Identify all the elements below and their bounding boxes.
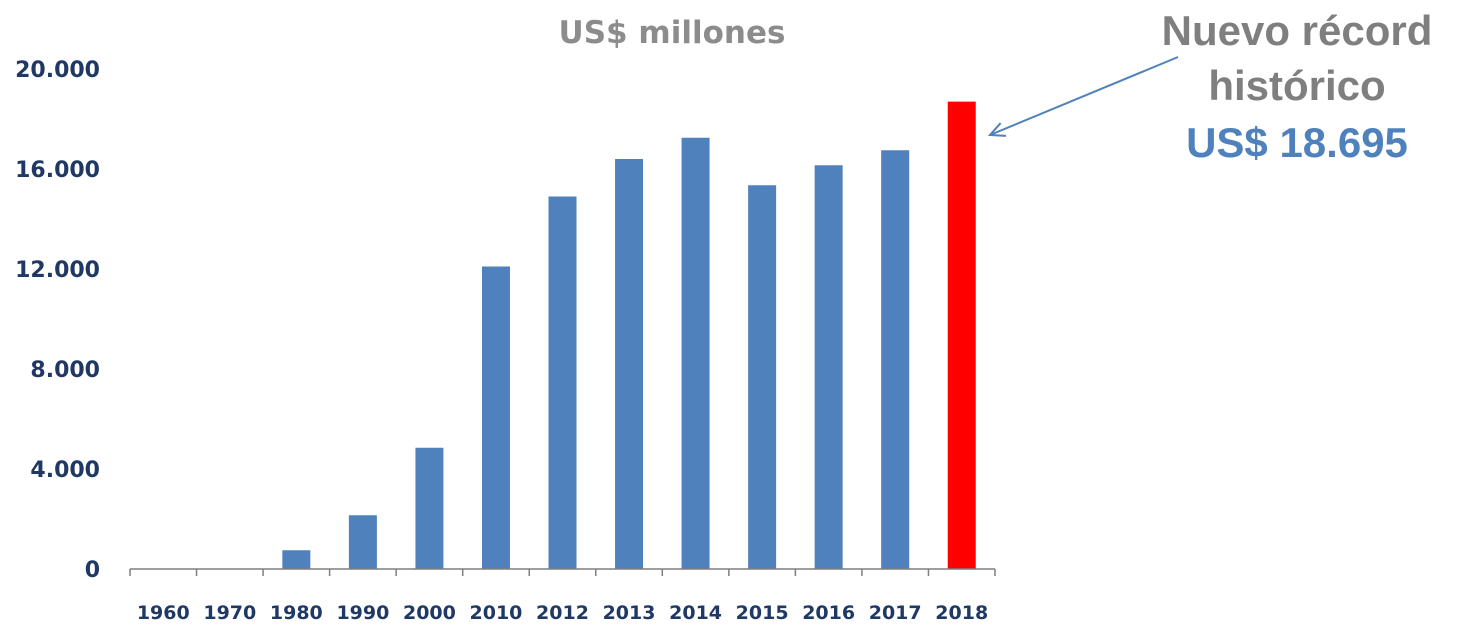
bar-2000 [415,447,444,569]
annotation-value: US$ 18.695 [1186,119,1408,166]
x-tick-label: 2013 [603,602,656,624]
annotation-line2: histórico [1208,62,1385,109]
x-tick-label: 1970 [203,602,256,624]
x-tick-label: 2016 [802,602,855,624]
x-tick-label: 1980 [270,602,323,624]
x-tick-label: 2015 [736,602,789,624]
bar-2010 [481,266,510,569]
x-tick-label: 2018 [935,602,988,624]
record-annotation: Nuevo récord histórico US$ 18.695 [987,7,1433,166]
bar-2016 [814,165,843,569]
y-tick-label: 16.000 [15,158,100,183]
x-tick-label: 2010 [470,602,523,624]
bar-2017 [881,150,910,569]
y-tick-label: 0 [85,558,100,583]
annotation-arrow-head [987,122,1007,137]
bar-2014 [681,137,710,569]
annotation-line1: Nuevo récord [1162,7,1433,54]
x-axis-labels: 1960 1970 1980 1990 2000 2010 2012 2013 2014 2015… [137,602,988,624]
x-tick-label: 2017 [869,602,922,624]
bar-2015 [748,185,777,569]
bar-2018 [947,101,976,569]
x-tick-label: 2000 [403,602,456,624]
y-tick-label: 8.000 [30,358,100,383]
x-tick-label: 1960 [137,602,190,624]
bar-2012 [548,196,577,569]
x-tick-label: 1990 [336,602,389,624]
bar-2013 [615,159,644,569]
x-axis [129,568,996,576]
y-tick-label: 12.000 [15,258,100,283]
y-tick-label: 4.000 [30,458,100,483]
bar-1990 [348,515,377,569]
x-tick-label: 2012 [536,602,589,624]
x-tick-label: 2014 [669,602,722,624]
y-axis-ticks: 0 4.000 8.000 12.000 16.000 20.000 [15,58,100,583]
bars [149,101,976,570]
y-tick-label: 20.000 [15,58,100,83]
annotation-arrow [989,56,1179,136]
bar-1980 [282,550,311,569]
chart-title: US$ millones [559,15,786,51]
